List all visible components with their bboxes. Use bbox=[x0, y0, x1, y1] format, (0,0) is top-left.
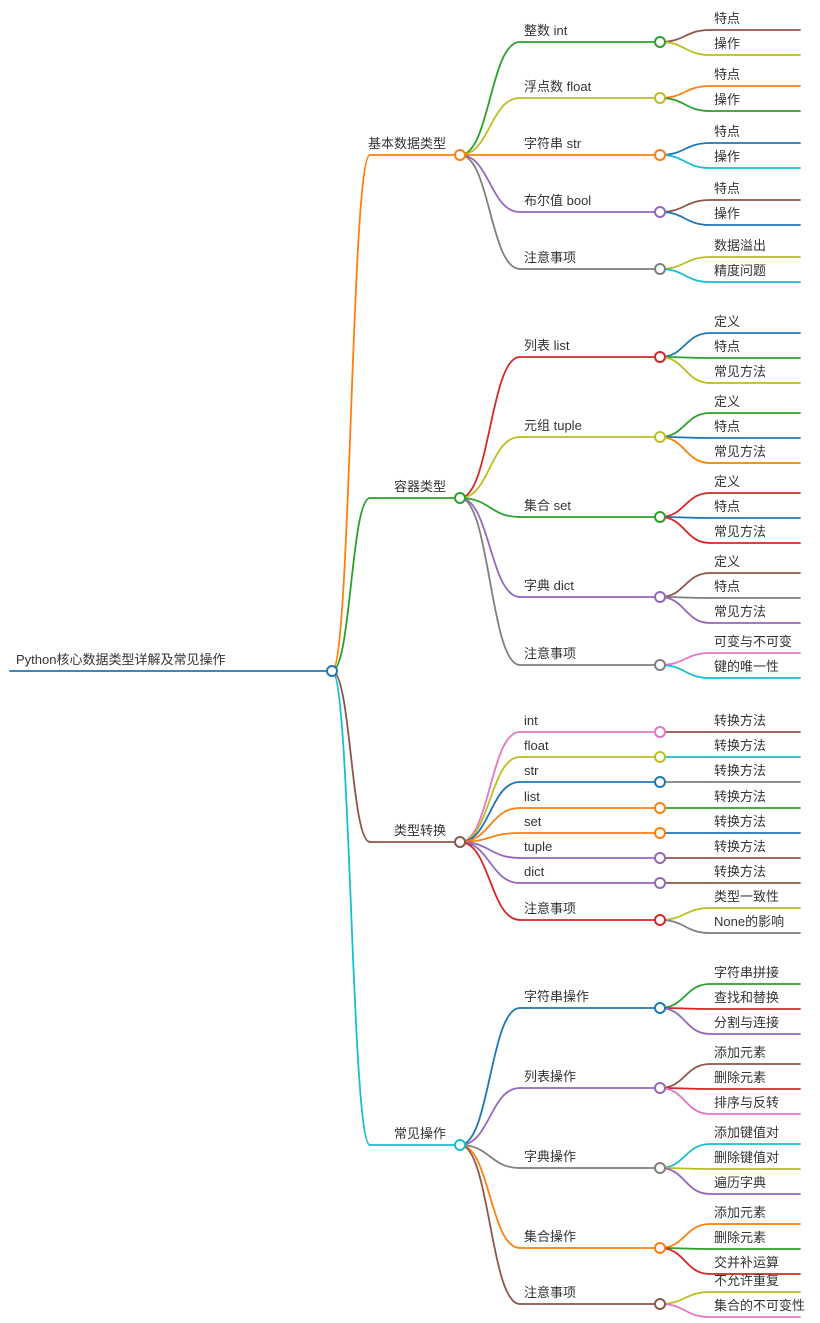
level2-label: float bbox=[524, 738, 549, 753]
level3-label: 操作 bbox=[714, 36, 740, 51]
level3-label: 操作 bbox=[714, 149, 740, 164]
level1-label: 基本数据类型 bbox=[368, 136, 446, 151]
level1-label: 类型转换 bbox=[394, 823, 446, 838]
level2-label: 字符串 str bbox=[524, 136, 582, 151]
level3-label: 字符串拼接 bbox=[714, 965, 779, 980]
level3-label: 转换方法 bbox=[714, 839, 766, 854]
level2-label: 整数 int bbox=[524, 23, 568, 38]
root-label: Python核心数据类型详解及常见操作 bbox=[16, 652, 225, 667]
level3-label: 特点 bbox=[714, 181, 740, 196]
level2-label: 字典 dict bbox=[524, 578, 574, 593]
level3-label: 特点 bbox=[714, 67, 740, 82]
level2-label: int bbox=[524, 713, 538, 728]
level3-label: 常见方法 bbox=[714, 444, 766, 459]
level3-label: 定义 bbox=[714, 394, 740, 409]
level3-label: 精度问题 bbox=[714, 263, 766, 278]
level3-label: 排序与反转 bbox=[714, 1095, 779, 1110]
edges-layer bbox=[10, 30, 800, 1317]
level2-label: tuple bbox=[524, 839, 552, 854]
level3-label: 定义 bbox=[714, 474, 740, 489]
level3-label: 特点 bbox=[714, 499, 740, 514]
level2-label: 元组 tuple bbox=[524, 418, 582, 433]
level2-label: 注意事项 bbox=[524, 250, 576, 265]
level3-label: 键的唯一性 bbox=[714, 659, 779, 674]
level1-label: 常见操作 bbox=[394, 1126, 446, 1141]
mindmap-diagram: Python核心数据类型详解及常见操作基本数据类型整数 int特点操作浮点数 f… bbox=[0, 0, 820, 1323]
level3-label: 交并补运算 bbox=[714, 1255, 779, 1270]
level2-label: 注意事项 bbox=[524, 901, 576, 916]
level2-label: 集合 set bbox=[524, 498, 571, 513]
level3-label: 转换方法 bbox=[714, 713, 766, 728]
level3-label: 特点 bbox=[714, 339, 740, 354]
level3-label: 不允许重复 bbox=[714, 1273, 779, 1288]
level3-label: 添加键值对 bbox=[714, 1125, 779, 1140]
level3-label: 查找和替换 bbox=[714, 990, 779, 1005]
level3-label: 转换方法 bbox=[714, 789, 766, 804]
level3-label: 数据溢出 bbox=[714, 238, 766, 253]
level3-label: 操作 bbox=[714, 92, 740, 107]
level3-label: 定义 bbox=[714, 554, 740, 569]
level3-label: 集合的不可变性 bbox=[714, 1298, 805, 1313]
level1-label: 容器类型 bbox=[394, 479, 446, 494]
level2-label: list bbox=[524, 789, 540, 804]
level3-label: 常见方法 bbox=[714, 524, 766, 539]
level3-label: None的影响 bbox=[714, 914, 784, 929]
level3-label: 删除元素 bbox=[714, 1230, 766, 1245]
level3-label: 删除键值对 bbox=[714, 1150, 779, 1165]
level2-label: 布尔值 bool bbox=[524, 193, 591, 208]
level2-label: 集合操作 bbox=[524, 1229, 576, 1244]
level2-label: 字符串操作 bbox=[524, 989, 589, 1004]
level3-label: 特点 bbox=[714, 124, 740, 139]
level3-label: 常见方法 bbox=[714, 364, 766, 379]
level2-label: 列表 list bbox=[524, 338, 570, 353]
level3-label: 添加元素 bbox=[714, 1045, 766, 1060]
level2-label: dict bbox=[524, 864, 545, 879]
level3-label: 转换方法 bbox=[714, 763, 766, 778]
level2-label: 浮点数 float bbox=[524, 79, 592, 94]
level3-label: 删除元素 bbox=[714, 1070, 766, 1085]
level2-label: 字典操作 bbox=[524, 1149, 576, 1164]
level3-label: 特点 bbox=[714, 11, 740, 26]
level3-label: 分割与连接 bbox=[714, 1015, 779, 1030]
level3-label: 定义 bbox=[714, 314, 740, 329]
level2-label: 注意事项 bbox=[524, 1285, 576, 1300]
level3-label: 添加元素 bbox=[714, 1205, 766, 1220]
level3-label: 遍历字典 bbox=[714, 1175, 766, 1190]
level3-label: 操作 bbox=[714, 206, 740, 221]
level3-label: 可变与不可变 bbox=[714, 634, 792, 649]
level2-label: 注意事项 bbox=[524, 646, 576, 661]
level2-label: str bbox=[524, 763, 539, 778]
level3-label: 转换方法 bbox=[714, 738, 766, 753]
level3-label: 转换方法 bbox=[714, 864, 766, 879]
labels-layer: Python核心数据类型详解及常见操作基本数据类型整数 int特点操作浮点数 f… bbox=[16, 11, 805, 1313]
nodes-layer bbox=[327, 37, 665, 1309]
level2-label: 列表操作 bbox=[524, 1069, 576, 1084]
level3-label: 类型一致性 bbox=[714, 889, 779, 904]
level2-label: set bbox=[524, 814, 542, 829]
level3-label: 转换方法 bbox=[714, 814, 766, 829]
level3-label: 常见方法 bbox=[714, 604, 766, 619]
level3-label: 特点 bbox=[714, 579, 740, 594]
level3-label: 特点 bbox=[714, 419, 740, 434]
